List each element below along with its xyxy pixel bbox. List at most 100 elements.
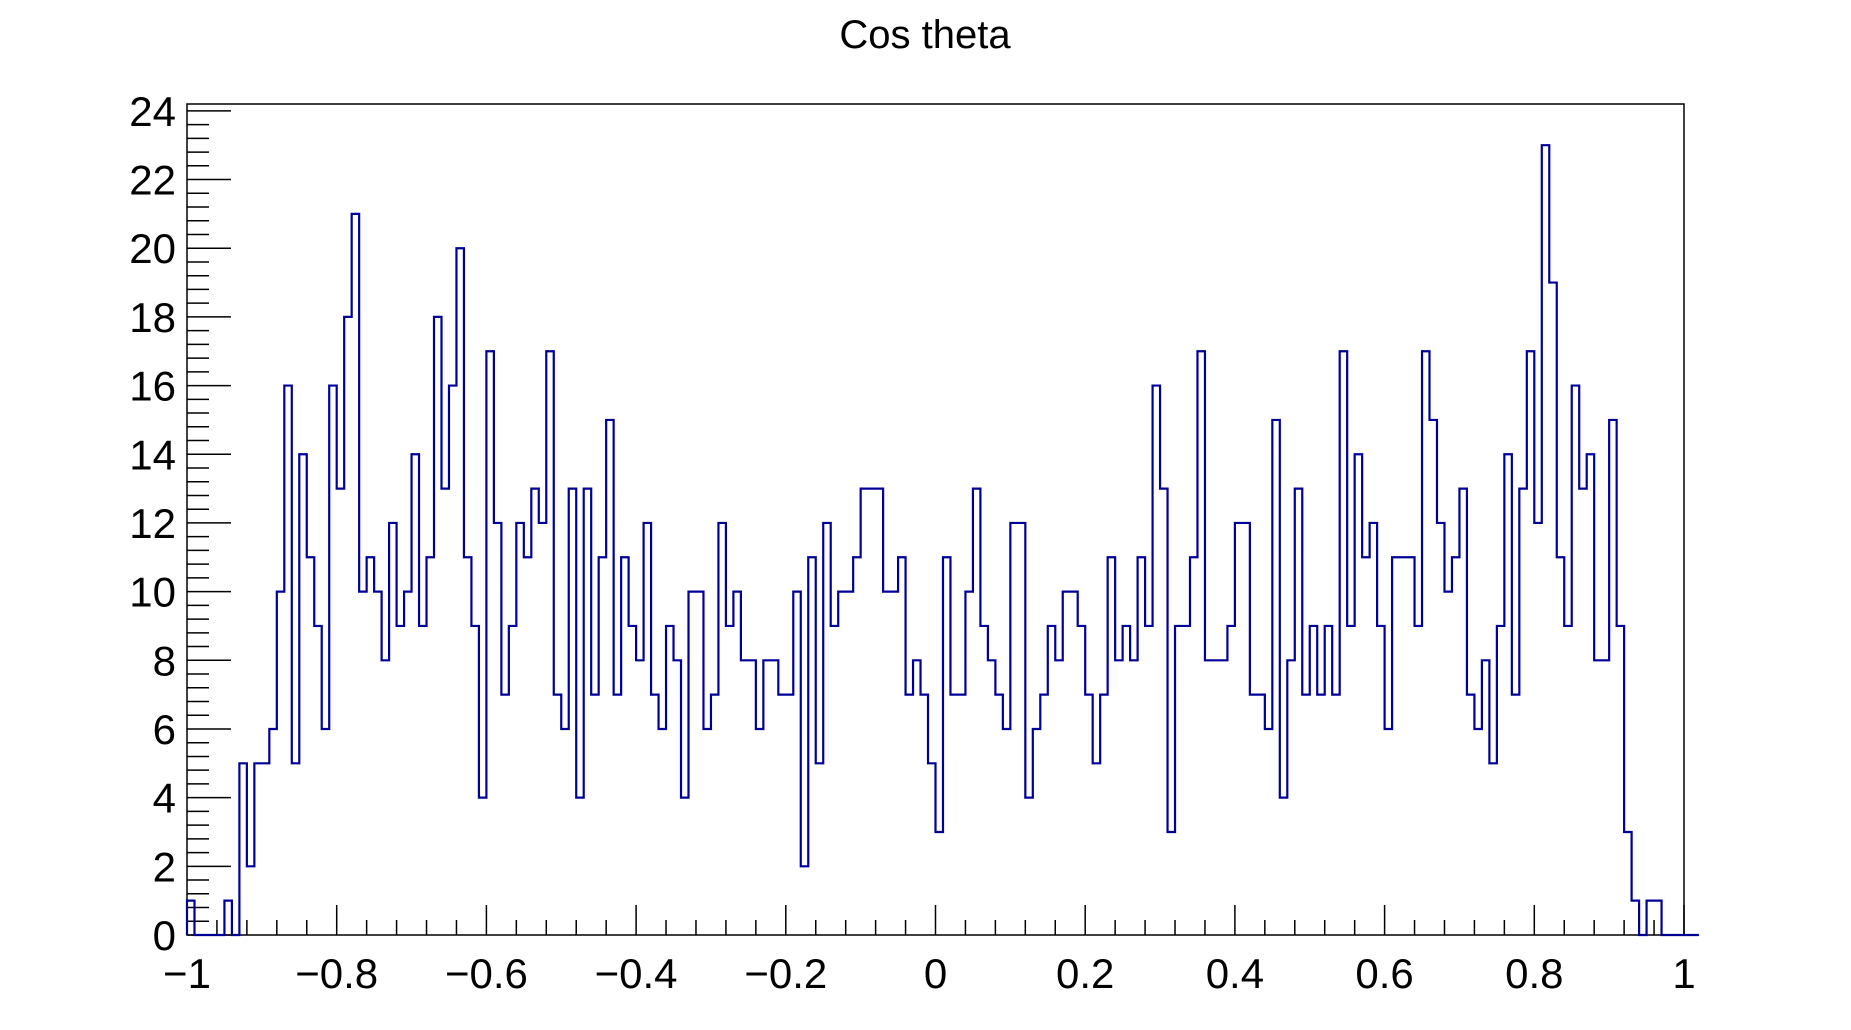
histogram-bin: [1572, 386, 1579, 935]
histogram-bin: [980, 626, 987, 935]
histogram-bin: [726, 626, 733, 935]
histogram-bin: [1362, 557, 1369, 935]
histogram-bin: [718, 523, 725, 935]
histogram-bin: [681, 798, 688, 935]
x-tick-label: 0: [924, 950, 947, 997]
histogram-bin: [307, 557, 314, 935]
histogram-bin: [1340, 351, 1347, 935]
histogram-series: [185, 144, 1699, 937]
histogram-bin: [1549, 283, 1556, 935]
histogram-bin: [352, 214, 359, 935]
histogram-bin: [449, 386, 456, 935]
histogram-bin: [1370, 523, 1377, 935]
histogram-bin: [292, 763, 299, 935]
histogram-bin: [1654, 901, 1661, 935]
y-tick-label: 0: [153, 912, 176, 959]
histogram-bin: [995, 695, 1002, 935]
histogram-bin: [1085, 695, 1092, 935]
histogram-bin: [1579, 489, 1586, 935]
histogram-bin: [367, 557, 374, 935]
histogram-bin: [1055, 660, 1062, 935]
y-tick-label: 12: [129, 500, 176, 547]
histogram-bin: [539, 523, 546, 935]
histogram-bin: [1519, 489, 1526, 935]
y-tick-label: 4: [153, 775, 176, 822]
histogram-bin: [756, 729, 763, 935]
histogram-bin: [928, 763, 935, 935]
histogram-bin: [1347, 626, 1354, 935]
histogram-bin: [359, 592, 366, 935]
histogram-bin: [1100, 695, 1107, 935]
histogram-bin: [1459, 489, 1466, 935]
histogram-bin: [801, 866, 808, 935]
histogram-bin: [1242, 523, 1249, 935]
axis-tick-labels: −1 −0.8 −0.6 −0.4 −0.2 0 0.2 0.4 0.6 0.8 102468101…: [129, 88, 1695, 997]
histogram-bin: [389, 523, 396, 935]
histogram-bin: [299, 454, 306, 935]
histogram-bin: [1093, 763, 1100, 935]
histogram-bin: [1123, 626, 1130, 935]
histogram-bin: [1078, 626, 1085, 935]
histogram-bin: [1609, 420, 1616, 935]
histogram-bin: [337, 489, 344, 935]
histogram-bin: [1168, 832, 1175, 935]
histogram-bin: [644, 523, 651, 935]
histogram-bin: [456, 248, 463, 935]
x-tick-label: −0.4: [595, 950, 678, 997]
histogram-bin: [838, 592, 845, 935]
histogram-bin: [1018, 523, 1025, 935]
histogram-bin: [1632, 901, 1639, 935]
histogram-bin: [1190, 557, 1197, 935]
histogram-bin: [748, 660, 755, 935]
histogram-bin: [831, 626, 838, 935]
histogram-bin: [1467, 695, 1474, 935]
histogram-bin: [1527, 351, 1534, 935]
histogram-bin: [509, 626, 516, 935]
histogram-bin: [674, 660, 681, 935]
histogram-bin: [1437, 523, 1444, 935]
histogram-bin: [786, 695, 793, 935]
histogram-bin: [883, 592, 890, 935]
histogram-bin: [1033, 729, 1040, 935]
histogram-bin: [1504, 454, 1511, 935]
histogram-bin: [1183, 626, 1190, 935]
histogram-bin: [1145, 626, 1152, 935]
histogram-bin: [254, 763, 261, 935]
histogram-bin: [524, 557, 531, 935]
histogram-bin: [1310, 626, 1317, 935]
histogram-bin: [1295, 489, 1302, 935]
histogram-bin: [1587, 454, 1594, 935]
x-tick-label: −1: [163, 950, 211, 997]
histogram-bin: [1220, 660, 1227, 935]
histogram-bin: [1108, 557, 1115, 935]
histogram-bin: [703, 729, 710, 935]
y-tick-label: 18: [129, 294, 176, 341]
histogram-bin: [1647, 901, 1654, 935]
y-tick-label: 14: [129, 431, 176, 478]
histogram-bin: [561, 729, 568, 935]
histogram-bin: [224, 901, 231, 935]
histogram-bin: [793, 592, 800, 935]
histogram-bin: [427, 557, 434, 935]
histogram-bin: [1444, 592, 1451, 935]
histogram-bin: [576, 798, 583, 935]
histogram-bin: [1287, 660, 1294, 935]
histogram-bin: [846, 592, 853, 935]
histogram-bin: [906, 695, 913, 935]
histogram-bin: [629, 626, 636, 935]
histogram-bin: [1377, 626, 1384, 935]
histogram-bin: [1355, 454, 1362, 935]
histogram-bin: [614, 695, 621, 935]
histogram-bin: [659, 729, 666, 935]
histogram-bin: [1564, 626, 1571, 935]
histogram-bin: [763, 660, 770, 935]
histogram-bin: [1452, 557, 1459, 935]
histogram-bin: [1602, 660, 1609, 935]
histogram-bin: [464, 557, 471, 935]
histogram-bin: [329, 386, 336, 935]
histogram-bin: [666, 626, 673, 935]
histogram-bin: [1497, 626, 1504, 935]
histogram-bin: [269, 729, 276, 935]
histogram-bin: [1130, 660, 1137, 935]
histogram-bin: [1317, 695, 1324, 935]
